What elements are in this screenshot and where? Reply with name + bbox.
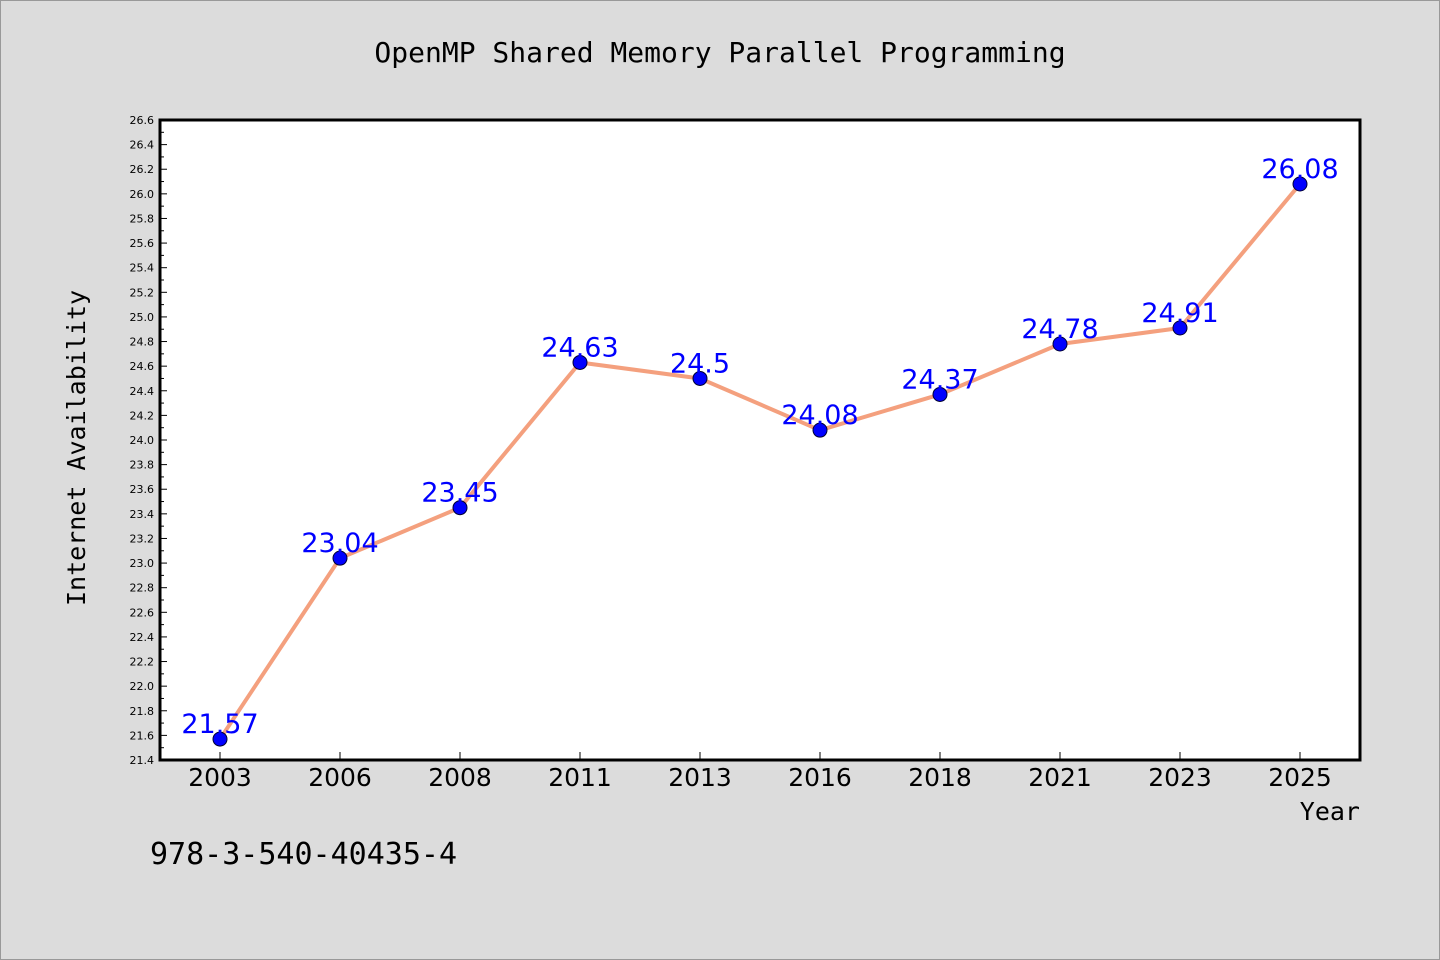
x-tick-label: 2021 <box>1028 763 1092 792</box>
data-label: 26.08 <box>1261 154 1338 185</box>
y-tick-label: 24.8 <box>130 336 155 349</box>
footer-isbn: 978-3-540-40435-4 <box>150 837 457 872</box>
data-point <box>932 386 948 402</box>
data-label: 24.91 <box>1141 298 1218 329</box>
x-tick-label: 2013 <box>668 763 732 792</box>
y-tick-label: 25.6 <box>130 237 155 250</box>
y-tick-label: 21.6 <box>130 729 155 742</box>
data-point <box>1172 320 1188 336</box>
data-point <box>692 370 708 386</box>
data-label: 24.08 <box>781 400 858 431</box>
plot-area <box>158 118 1362 762</box>
y-tick-label: 23.8 <box>130 459 155 472</box>
x-axis: 2003 2006 2008 2011 2013 2016 2018 2021 2023 2025 <box>188 752 1332 792</box>
data-point <box>1052 336 1068 352</box>
data-point <box>572 354 588 370</box>
y-axis-label: Internet Availability <box>62 290 91 606</box>
data-label: 24.37 <box>901 364 978 395</box>
y-tick-label: 22.8 <box>130 582 155 595</box>
data-label: 23.45 <box>421 478 498 509</box>
y-tick-label: 25.4 <box>130 262 155 275</box>
data-label: 24.78 <box>1021 314 1098 345</box>
y-tick-label: 24.0 <box>130 434 155 447</box>
y-tick-label: 23.4 <box>130 508 155 521</box>
data-point <box>212 731 228 747</box>
y-tick-label: 25.0 <box>130 311 155 324</box>
y-tick-label: 23.2 <box>130 532 155 545</box>
y-tick-label: 25.8 <box>130 212 155 225</box>
chart-title: OpenMP Shared Memory Parallel Programmin… <box>374 36 1065 69</box>
y-tick-label: 26.2 <box>130 163 155 176</box>
y-tick-label: 23.0 <box>130 557 155 570</box>
y-tick-label: 23.6 <box>130 483 155 496</box>
data-label-group: 21.57 23.04 23.45 24.63 24.5 24.08 24.37 24.78 2… <box>181 154 1338 740</box>
x-tick-label: 2008 <box>428 763 492 792</box>
x-tick-label: 2018 <box>908 763 972 792</box>
y-tick-label: 22.4 <box>130 631 155 644</box>
y-tick-label: 22.6 <box>130 606 155 619</box>
y-tick-label: 26.0 <box>130 188 155 201</box>
x-tick-label: 2023 <box>1148 763 1212 792</box>
x-tick-label: 2011 <box>548 763 612 792</box>
data-label: 24.5 <box>670 348 730 379</box>
data-label: 21.57 <box>181 709 258 740</box>
y-tick-label: 21.8 <box>130 705 155 718</box>
data-label: 24.63 <box>541 332 618 363</box>
y-tick-label: 24.6 <box>130 360 155 373</box>
y-tick-label: 25.2 <box>130 286 155 299</box>
series-line <box>218 182 1302 741</box>
y-tick-label: 21.4 <box>130 754 155 767</box>
data-point <box>452 500 468 516</box>
data-point <box>812 422 828 438</box>
x-tick-label: 2006 <box>308 763 372 792</box>
y-tick-label: 24.2 <box>130 409 155 422</box>
x-tick-label: 2003 <box>188 763 252 792</box>
y-tick-label: 24.4 <box>130 385 155 398</box>
y-tick-label: 26.6 <box>130 114 155 127</box>
x-tick-label: 2025 <box>1268 763 1332 792</box>
data-point <box>332 550 348 566</box>
y-axis: 21.4 21.6 21.8 22.0 22.2 22.4 22.6 22.8 23.0 23.2… <box>130 114 167 767</box>
data-label: 23.04 <box>301 528 378 559</box>
data-point <box>1292 176 1308 192</box>
y-tick-label: 22.2 <box>130 656 155 669</box>
x-axis-label: Year <box>1300 797 1360 826</box>
y-tick-label: 22.0 <box>130 680 155 693</box>
y-tick-label: 26.4 <box>130 139 155 152</box>
x-tick-label: 2016 <box>788 763 852 792</box>
series-group <box>212 176 1308 747</box>
